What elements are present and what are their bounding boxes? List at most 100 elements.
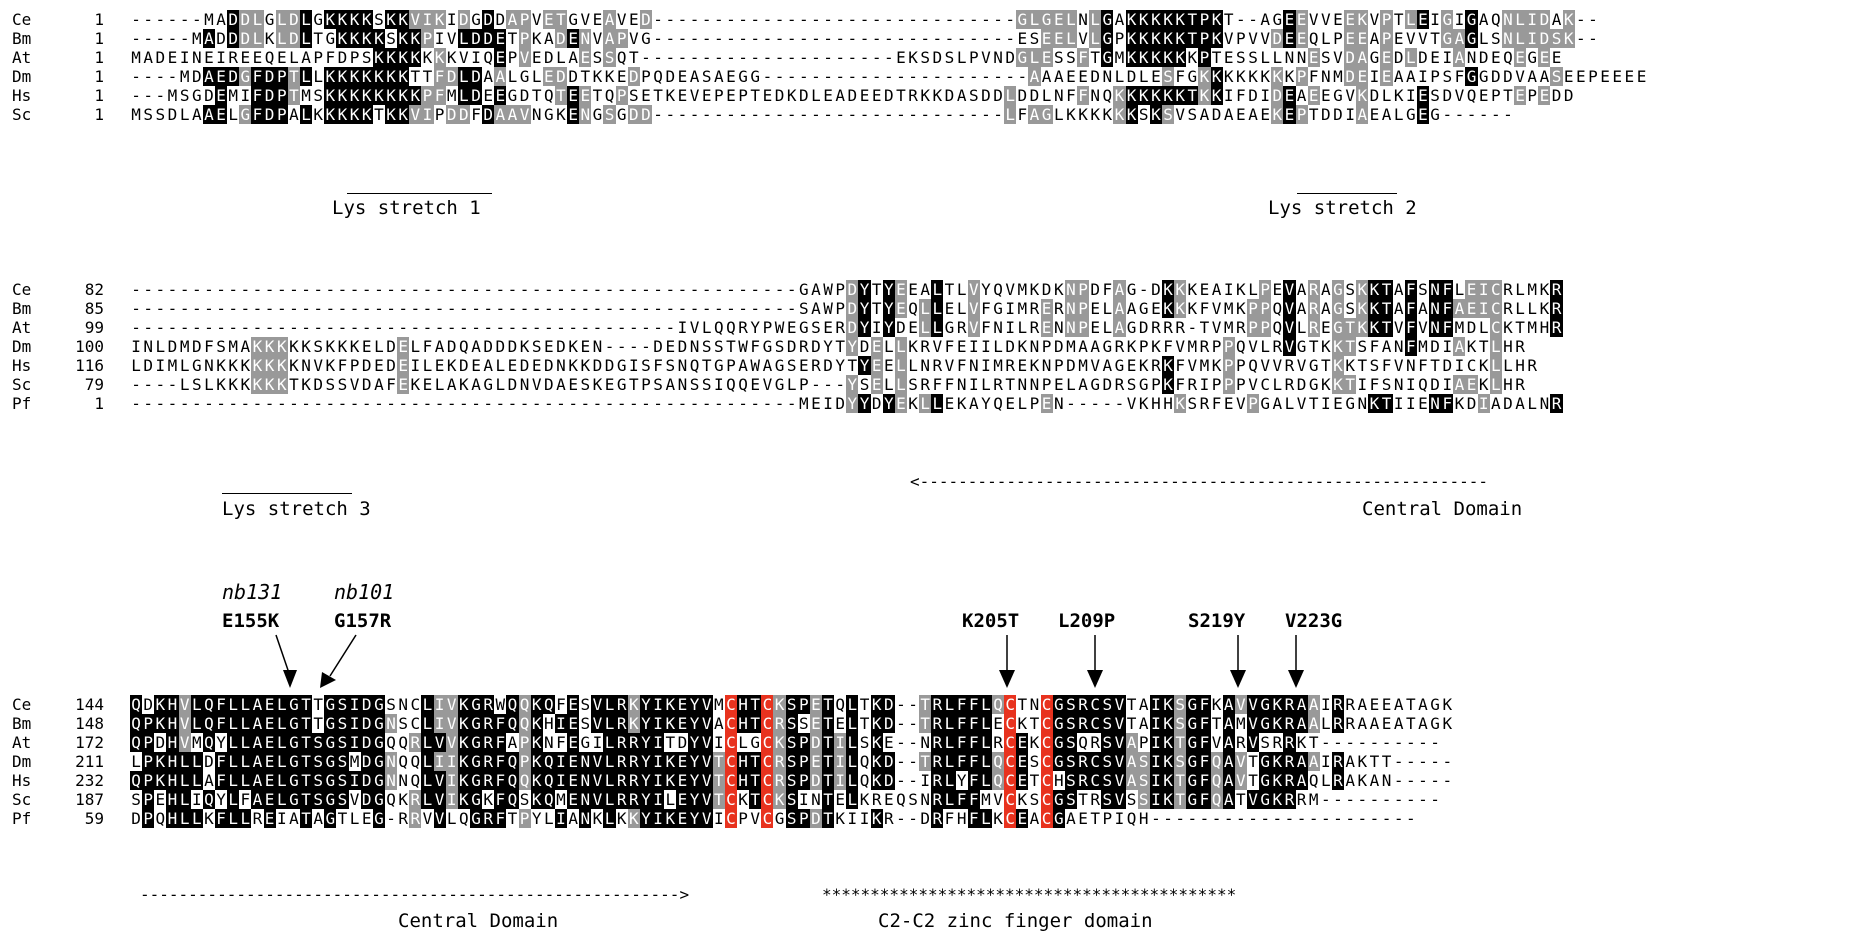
residue: S <box>908 790 918 809</box>
residue: S <box>398 714 408 733</box>
residue: L <box>919 394 932 413</box>
residue: F <box>251 67 264 86</box>
residue: S <box>786 356 797 375</box>
residue: - <box>471 280 481 299</box>
residue: D <box>1211 105 1222 124</box>
residue: L <box>894 356 907 375</box>
residue: H <box>1138 809 1149 828</box>
residue: G <box>1331 280 1345 299</box>
residue: - <box>1321 733 1331 752</box>
residue: - <box>1430 771 1440 790</box>
residue: I <box>433 714 446 733</box>
residue: E <box>1151 299 1161 318</box>
residue: K <box>1161 695 1175 714</box>
residue: A <box>1078 337 1088 356</box>
residue: - <box>1369 809 1380 828</box>
residue: K <box>384 10 398 29</box>
residue: L <box>883 337 894 356</box>
residue: H <box>166 733 179 752</box>
residue: H <box>166 752 179 771</box>
residue: K <box>1174 86 1187 105</box>
residue: L <box>434 375 445 394</box>
residue: - <box>677 299 688 318</box>
residue: Y <box>858 299 871 318</box>
residue: E <box>276 48 287 67</box>
residue: N <box>1296 48 1307 67</box>
residue: D <box>544 375 554 394</box>
residue: S <box>701 375 712 394</box>
residue: C <box>1004 695 1017 714</box>
residue: A <box>1393 280 1404 299</box>
residue: E <box>204 48 214 67</box>
residue: I <box>652 771 665 790</box>
residue: V <box>1211 318 1222 337</box>
residue: K <box>410 375 421 394</box>
residue: R <box>482 771 495 790</box>
residue: I <box>714 733 724 752</box>
residue: - <box>847 105 858 124</box>
residue: N <box>384 752 398 771</box>
residue: H <box>166 695 179 714</box>
residue: K <box>409 29 422 48</box>
residue: D <box>1466 394 1477 413</box>
residue: P <box>421 86 434 105</box>
residue: - <box>798 105 809 124</box>
residue: - <box>701 48 712 67</box>
residue: - <box>653 394 663 413</box>
residue: - <box>495 394 506 413</box>
residue: L <box>1489 337 1502 356</box>
residue: T <box>653 86 663 105</box>
residue: Y <box>846 337 859 356</box>
residue: K <box>1562 29 1575 48</box>
residue: K <box>1539 299 1550 318</box>
residue: P <box>142 714 155 733</box>
residue: T <box>592 86 603 105</box>
residue: P <box>797 771 810 790</box>
residue: - <box>762 10 773 29</box>
residue: K <box>773 695 786 714</box>
residue: L <box>603 771 616 790</box>
residue: - <box>1369 733 1380 752</box>
residue: G <box>1406 105 1416 124</box>
residue: P <box>1527 86 1538 105</box>
residue: I <box>652 714 665 733</box>
residue: V <box>178 714 191 733</box>
residue: A <box>202 105 215 124</box>
residue: - <box>155 394 166 413</box>
residue: G <box>324 714 337 733</box>
residue: - <box>1466 105 1477 124</box>
residue: V <box>967 318 980 337</box>
residue: G <box>324 733 337 752</box>
residue: K <box>956 394 967 413</box>
residue: D <box>871 394 882 413</box>
residue: I <box>1406 394 1416 413</box>
residue: K <box>336 29 349 48</box>
residue: D <box>627 105 640 124</box>
residue: - <box>580 299 591 318</box>
residue: - <box>714 394 724 413</box>
residue: D <box>592 356 603 375</box>
residue: - <box>677 29 688 48</box>
residue: R <box>1331 695 1345 714</box>
residue: - <box>143 318 154 337</box>
residue: F <box>1236 86 1246 105</box>
residue: P <box>798 375 809 394</box>
residue: D <box>944 86 955 105</box>
residue: Q <box>714 318 724 337</box>
residue: V <box>689 318 700 337</box>
residue: - <box>811 375 821 394</box>
residue: K <box>348 86 361 105</box>
residue: D <box>665 67 676 86</box>
residue: D <box>1090 280 1100 299</box>
residue: T <box>749 771 762 790</box>
mutation-g157r: G157R <box>334 610 392 632</box>
residue: T <box>1211 714 1222 733</box>
residue: K <box>1210 86 1223 105</box>
residue: N <box>1393 337 1404 356</box>
residue: R <box>1284 356 1295 375</box>
residue: Q <box>1236 337 1246 356</box>
residue: T <box>1357 356 1368 375</box>
residue: K <box>204 809 214 828</box>
residue: A <box>202 67 215 86</box>
residue: - <box>871 10 882 29</box>
